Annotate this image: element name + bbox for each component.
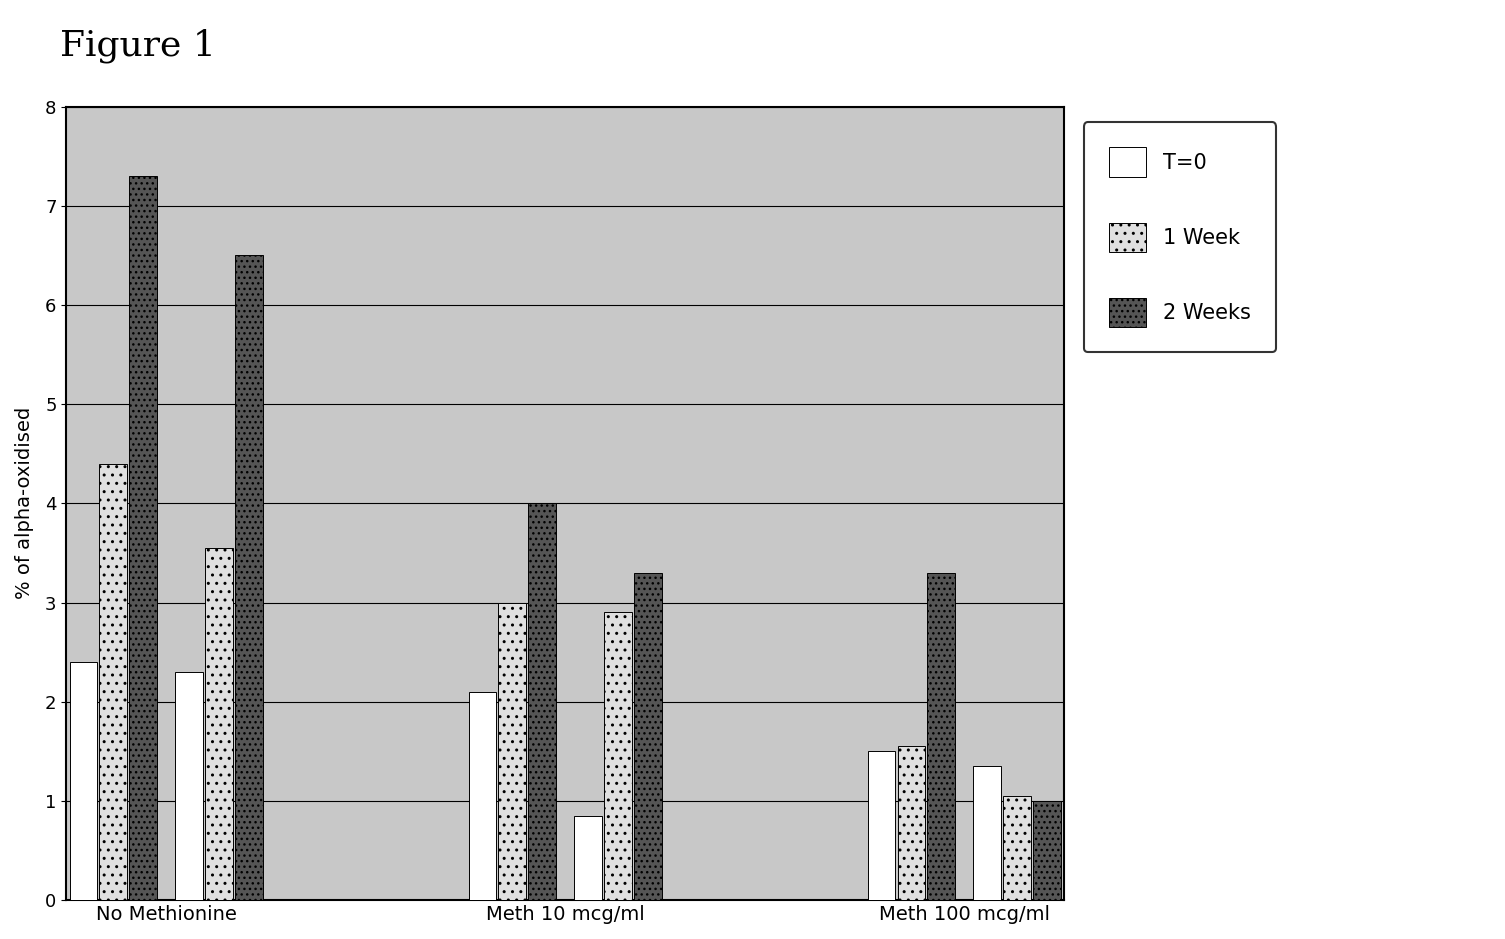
Bar (1004, 796, 1031, 901)
Bar (175, 672, 203, 901)
Bar (867, 751, 895, 901)
Bar (604, 612, 632, 901)
Bar (575, 816, 602, 901)
Bar (927, 573, 956, 901)
Bar (634, 573, 662, 901)
Bar (897, 747, 926, 901)
Bar (1034, 801, 1061, 901)
Text: Figure 1: Figure 1 (60, 28, 217, 63)
Bar (974, 766, 1001, 901)
Bar (468, 692, 497, 901)
Legend: T=0, 1 Week, 2 Weeks: T=0, 1 Week, 2 Weeks (1084, 122, 1276, 352)
Bar (99, 464, 126, 901)
Bar (69, 662, 96, 901)
Bar (129, 176, 157, 901)
Bar (498, 603, 527, 901)
Y-axis label: % of alpha-oxidised: % of alpha-oxidised (15, 408, 35, 599)
Bar (205, 548, 233, 901)
Bar (528, 503, 555, 901)
Bar (235, 255, 263, 901)
